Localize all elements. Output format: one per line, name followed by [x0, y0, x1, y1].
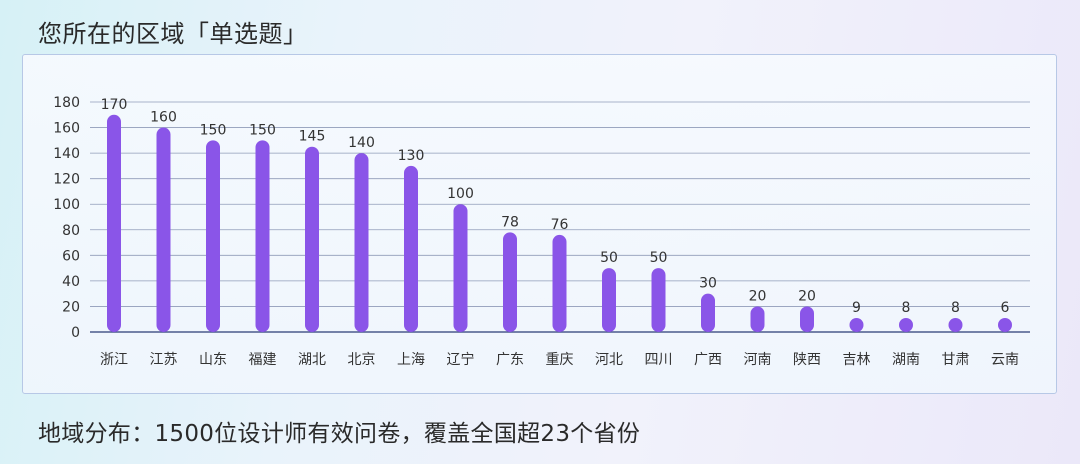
- bar-河北: [602, 268, 616, 332]
- data-label: 8: [951, 300, 960, 316]
- data-label: 30: [699, 276, 717, 292]
- y-axis: 0 20 40 60 80 100 120 140 160 180: [53, 95, 80, 341]
- data-label: 6: [1001, 300, 1010, 316]
- y-tick-label: 0: [71, 325, 80, 341]
- bar-上海: [404, 165, 418, 332]
- data-label: 100: [447, 186, 474, 202]
- x-tick-label: 河南: [744, 352, 772, 368]
- chart-panel: [22, 54, 1057, 394]
- y-tick-label: 100: [53, 197, 80, 213]
- data-label: 9: [852, 300, 861, 316]
- data-label: 130: [398, 148, 425, 164]
- data-label: 20: [798, 288, 816, 304]
- y-tick-label: 180: [53, 95, 80, 111]
- bar-浙江: [107, 114, 121, 333]
- bar-云南: [998, 318, 1012, 332]
- data-labels: 170 160 150 150 145 140 130 100 78 76 50 50 30 20 20 9 8…: [101, 97, 1010, 316]
- x-tick-label: 河北: [595, 352, 623, 368]
- x-tick-label: 山东: [199, 352, 227, 368]
- x-tick-label: 湖南: [892, 352, 920, 368]
- x-tick-label: 甘肃: [942, 352, 970, 368]
- bar-四川: [651, 268, 666, 332]
- bar-甘肃: [948, 318, 963, 332]
- data-label: 50: [600, 250, 618, 266]
- data-label: 170: [101, 97, 128, 113]
- y-tick-label: 160: [53, 121, 80, 137]
- data-label: 20: [749, 288, 767, 304]
- data-label: 50: [650, 250, 668, 266]
- bar-辽宁: [453, 204, 468, 332]
- x-tick-label: 广西: [694, 352, 722, 368]
- x-tick-label: 辽宁: [447, 351, 475, 368]
- x-tick-label: 湖北: [298, 352, 326, 368]
- y-tick-label: 120: [53, 172, 80, 188]
- x-tick-label: 云南: [991, 352, 1019, 368]
- x-tick-label: 江苏: [150, 352, 178, 368]
- bar-吉林: [849, 318, 864, 332]
- data-label: 150: [249, 122, 276, 138]
- y-tick-label: 60: [62, 248, 80, 264]
- bar-湖北: [305, 146, 319, 332]
- y-tick-label: 80: [62, 223, 80, 239]
- x-tick-label: 浙江: [100, 352, 128, 368]
- bar-广西: [701, 293, 715, 332]
- x-axis-labels: 浙江 江苏 山东 福建 湖北 北京 上海 辽宁 广东 重庆 河北 四川 广西 河南 陕西 吉林 湖南 甘肃 云南: [100, 351, 1019, 368]
- x-tick-label: 广东: [496, 352, 524, 368]
- y-tick-label: 40: [62, 274, 80, 290]
- bar-福建: [255, 140, 270, 332]
- bar-北京: [354, 153, 369, 332]
- data-label: 150: [200, 122, 227, 138]
- y-tick-label: 140: [53, 146, 80, 162]
- data-label: 8: [902, 300, 911, 316]
- x-tick-label: 重庆: [546, 352, 574, 368]
- x-tick-label: 福建: [249, 352, 277, 368]
- footer-note: 地域分布：1500位设计师有效问卷，覆盖全国超23个省份: [38, 421, 641, 447]
- bar-山东: [206, 140, 220, 332]
- bar-重庆: [552, 234, 567, 332]
- data-label: 78: [501, 214, 519, 230]
- bar-河南: [750, 306, 765, 332]
- x-tick-label: 四川: [645, 352, 673, 368]
- bar-江苏: [156, 127, 171, 332]
- x-tick-label: 吉林: [843, 352, 871, 368]
- x-tick-label: 陕西: [793, 352, 821, 368]
- data-label: 76: [551, 217, 569, 233]
- y-tick-label: 20: [62, 299, 80, 315]
- bars: [107, 114, 1012, 333]
- data-label: 145: [299, 129, 326, 145]
- x-tick-label: 上海: [397, 352, 425, 368]
- data-label: 140: [348, 135, 375, 151]
- bar-广东: [503, 232, 517, 332]
- bar-湖南: [899, 318, 913, 332]
- data-label: 160: [150, 110, 177, 126]
- bar-陕西: [800, 306, 814, 332]
- page-title: 您所在的区域「单选题」: [38, 20, 308, 48]
- x-tick-label: 北京: [348, 352, 376, 368]
